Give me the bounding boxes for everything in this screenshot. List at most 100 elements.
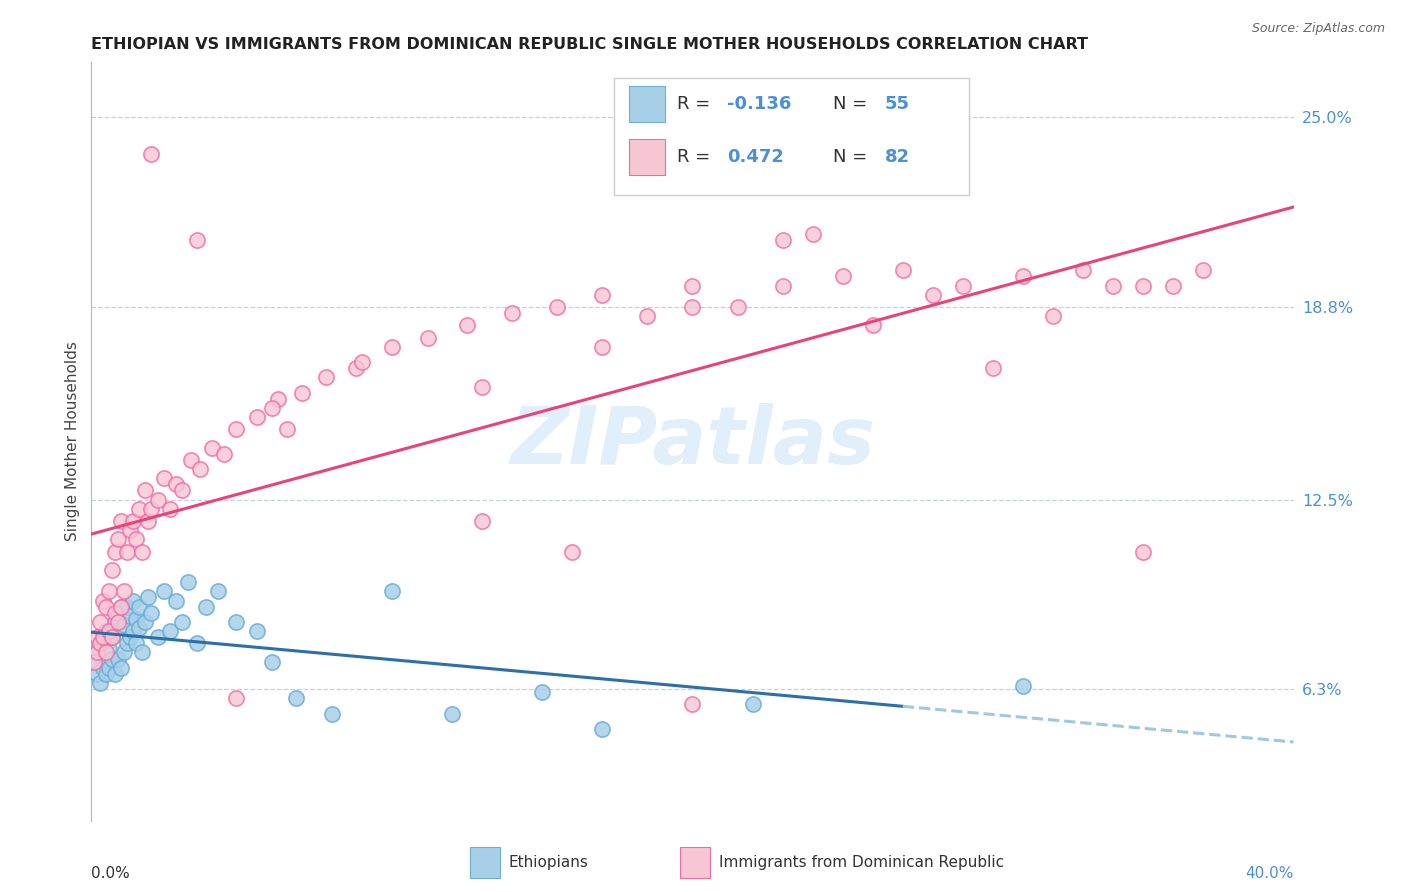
Text: 0.472: 0.472: [727, 148, 785, 166]
Point: [201, 441, 224, 455]
Point: [96, 645, 118, 659]
Point: [170, 615, 193, 629]
Point: [120, 630, 142, 644]
Point: [128, 599, 150, 614]
Text: 0.0%: 0.0%: [91, 866, 131, 881]
Point: [107, 533, 129, 547]
Point: [93, 630, 115, 644]
Y-axis label: Single Mother Households: Single Mother Households: [65, 342, 80, 541]
Point: [315, 370, 337, 384]
Point: [131, 544, 153, 558]
Point: [681, 278, 703, 293]
Point: [225, 615, 247, 629]
Point: [186, 636, 208, 650]
Point: [636, 309, 658, 323]
Point: [194, 599, 217, 614]
Point: [1012, 679, 1035, 693]
Point: [93, 661, 115, 675]
FancyBboxPatch shape: [614, 78, 969, 195]
Point: [89, 615, 111, 629]
Point: [98, 584, 121, 599]
Point: [125, 612, 148, 626]
Point: [922, 287, 945, 301]
Point: [165, 593, 187, 607]
Point: [681, 300, 703, 314]
Text: Source: ZipAtlas.com: Source: ZipAtlas.com: [1251, 22, 1385, 36]
Point: [1132, 278, 1154, 293]
Point: [212, 447, 235, 461]
Point: [246, 624, 269, 639]
Point: [107, 651, 129, 665]
Point: [321, 706, 343, 721]
Point: [146, 492, 169, 507]
Point: [159, 624, 181, 639]
Text: ETHIOPIAN VS IMMIGRANTS FROM DOMINICAN REPUBLIC SINGLE MOTHER HOUSEHOLDS CORRELA: ETHIOPIAN VS IMMIGRANTS FROM DOMINICAN R…: [91, 37, 1088, 52]
Text: -0.136: -0.136: [727, 95, 792, 113]
Point: [141, 606, 163, 620]
Point: [152, 584, 174, 599]
Point: [110, 514, 132, 528]
Point: [141, 147, 163, 161]
Point: [134, 483, 156, 498]
Point: [207, 584, 229, 599]
Point: [120, 608, 142, 623]
Point: [1042, 309, 1064, 323]
Point: [122, 514, 145, 528]
Point: [96, 624, 118, 639]
Bar: [681, 847, 710, 878]
Point: [125, 636, 148, 650]
Point: [225, 422, 247, 436]
Text: 40.0%: 40.0%: [1246, 866, 1294, 881]
Point: [104, 606, 127, 620]
Text: 82: 82: [884, 148, 910, 166]
Point: [350, 355, 373, 369]
Point: [86, 630, 108, 644]
Point: [107, 615, 129, 629]
Point: [98, 661, 121, 675]
Point: [134, 615, 156, 629]
Point: [159, 501, 181, 516]
Point: [1012, 269, 1035, 284]
Point: [246, 410, 269, 425]
Point: [117, 599, 139, 614]
Point: [225, 691, 247, 706]
Point: [146, 630, 169, 644]
Point: [591, 340, 613, 354]
Text: ZIPatlas: ZIPatlas: [510, 402, 875, 481]
Point: [891, 263, 914, 277]
Point: [96, 666, 118, 681]
Point: [101, 563, 124, 577]
Point: [131, 645, 153, 659]
Point: [120, 523, 142, 537]
Point: [344, 361, 367, 376]
Point: [104, 666, 127, 681]
Point: [110, 599, 132, 614]
Point: [114, 584, 136, 599]
Point: [267, 392, 290, 406]
Point: [501, 306, 523, 320]
Point: [440, 706, 463, 721]
Point: [831, 269, 853, 284]
Point: [1102, 278, 1125, 293]
Point: [104, 615, 127, 629]
Point: [114, 618, 136, 632]
Text: 55: 55: [884, 95, 910, 113]
Point: [125, 533, 148, 547]
Point: [165, 477, 187, 491]
Point: [981, 361, 1004, 376]
Point: [772, 278, 794, 293]
Text: R =: R =: [676, 95, 716, 113]
Point: [862, 318, 884, 333]
Text: Ethiopians: Ethiopians: [509, 855, 588, 870]
Point: [381, 584, 404, 599]
Point: [381, 340, 404, 354]
Point: [89, 636, 111, 650]
Point: [176, 575, 198, 590]
Point: [107, 606, 129, 620]
Point: [952, 278, 974, 293]
Point: [591, 722, 613, 736]
Point: [471, 379, 494, 393]
Text: Immigrants from Dominican Republic: Immigrants from Dominican Republic: [718, 855, 1004, 870]
Point: [531, 685, 554, 699]
Text: N =: N =: [834, 95, 873, 113]
